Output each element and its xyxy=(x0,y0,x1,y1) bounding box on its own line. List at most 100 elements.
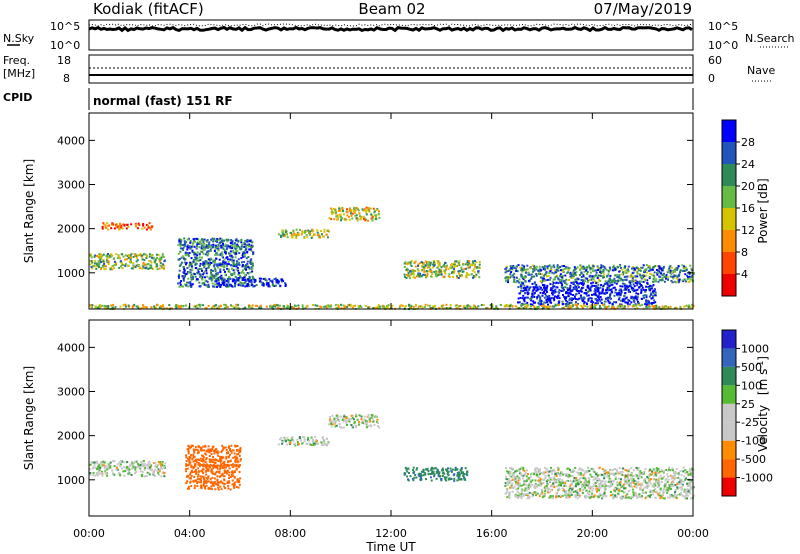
echo-cell xyxy=(234,460,237,463)
echo-cell xyxy=(541,492,544,495)
echo-cell xyxy=(548,264,551,267)
echo-cell xyxy=(614,268,617,271)
echo-cell xyxy=(199,475,202,478)
echo-cell xyxy=(207,476,210,479)
echo-cell xyxy=(420,470,423,473)
echo-cell xyxy=(215,277,218,280)
echo-cell xyxy=(572,281,575,284)
echo-cell xyxy=(178,239,181,242)
echo-cell xyxy=(204,487,207,490)
echo-cell xyxy=(214,270,217,273)
echo-cell xyxy=(220,480,223,483)
echo-cell xyxy=(202,484,205,487)
echo-cell xyxy=(543,286,546,289)
echo-cell xyxy=(229,447,231,450)
echo-cell xyxy=(581,298,584,300)
echo-cell xyxy=(346,211,349,214)
echo-cell xyxy=(188,252,191,255)
echo-cell xyxy=(244,306,247,309)
echo-cell xyxy=(213,276,216,279)
echo-cell xyxy=(185,463,188,466)
echo-cell xyxy=(203,478,206,481)
echo-cell xyxy=(426,261,429,263)
echo-cell xyxy=(180,285,183,288)
echo-cell xyxy=(205,466,208,469)
colorbar-swatch xyxy=(722,230,736,252)
echo-cell xyxy=(531,303,534,306)
echo-cell xyxy=(193,251,196,254)
echo-cell xyxy=(105,464,108,467)
echo-cell xyxy=(426,468,429,471)
echo-cell xyxy=(683,265,686,268)
echo-cell xyxy=(619,277,622,280)
echo-cell xyxy=(531,270,534,273)
echo-cell xyxy=(587,264,590,267)
echo-cell xyxy=(420,275,423,278)
echo-cell xyxy=(692,272,695,274)
echo-cell xyxy=(646,303,648,306)
echo-cell xyxy=(607,471,610,474)
echo-cell xyxy=(517,264,520,267)
echo-cell xyxy=(689,492,692,495)
echo-cell xyxy=(636,288,639,291)
echo-cell xyxy=(113,227,116,230)
echo-cell xyxy=(107,467,110,470)
echo-cell xyxy=(242,253,244,256)
echo-cell xyxy=(154,265,157,268)
echo-cell xyxy=(582,286,585,289)
echo-cell xyxy=(346,208,348,211)
echo-cell xyxy=(307,229,310,232)
echo-cell xyxy=(465,473,468,476)
echo-cell xyxy=(232,264,234,267)
echo-cell xyxy=(526,486,529,489)
echo-cell xyxy=(283,235,286,238)
echo-cell xyxy=(365,426,368,429)
echo-cell xyxy=(376,425,379,428)
echo-cell xyxy=(622,298,625,301)
echo-cell xyxy=(148,226,151,229)
echo-cell xyxy=(121,263,124,266)
echo-cell xyxy=(472,306,475,309)
echo-cell xyxy=(617,477,620,480)
echo-cell xyxy=(456,471,459,474)
echo-cell xyxy=(143,253,145,256)
echo-cell xyxy=(404,306,406,309)
echo-cell xyxy=(228,276,230,279)
echo-cell xyxy=(575,280,578,283)
echo-cell xyxy=(432,305,435,308)
echo-cell xyxy=(639,280,641,283)
echo-cell xyxy=(633,494,635,497)
echo-cell xyxy=(228,471,231,474)
echo-cell xyxy=(219,464,222,467)
echo-cell xyxy=(561,307,564,309)
echo-cell xyxy=(321,235,324,238)
echo-cell xyxy=(606,485,609,488)
echo-cell xyxy=(429,476,432,479)
echo-cell xyxy=(619,472,622,475)
echo-cell xyxy=(631,297,634,300)
echo-cell xyxy=(229,252,232,255)
echo-cell xyxy=(461,270,464,273)
echo-cell xyxy=(589,268,592,271)
echo-cell xyxy=(520,491,523,494)
echo-cell xyxy=(370,416,373,419)
echo-cell xyxy=(563,306,565,309)
echo-cell xyxy=(223,485,226,488)
echo-cell xyxy=(211,471,214,474)
echo-cell xyxy=(102,260,105,263)
echo-cell xyxy=(663,475,665,478)
echo-cell xyxy=(184,254,187,257)
colorbar-swatch xyxy=(722,274,736,296)
echo-cell xyxy=(424,260,427,263)
echo-cell xyxy=(588,279,591,282)
echo-cell xyxy=(658,476,661,479)
echo-cell xyxy=(202,456,205,459)
echo-cell xyxy=(177,282,180,285)
echo-cell xyxy=(686,278,689,281)
echo-cell xyxy=(156,470,159,473)
echo-cell xyxy=(233,452,236,455)
echo-cell xyxy=(234,459,237,462)
echo-cell xyxy=(160,264,163,267)
echo-cell xyxy=(456,275,458,278)
echo-cell xyxy=(452,474,455,477)
